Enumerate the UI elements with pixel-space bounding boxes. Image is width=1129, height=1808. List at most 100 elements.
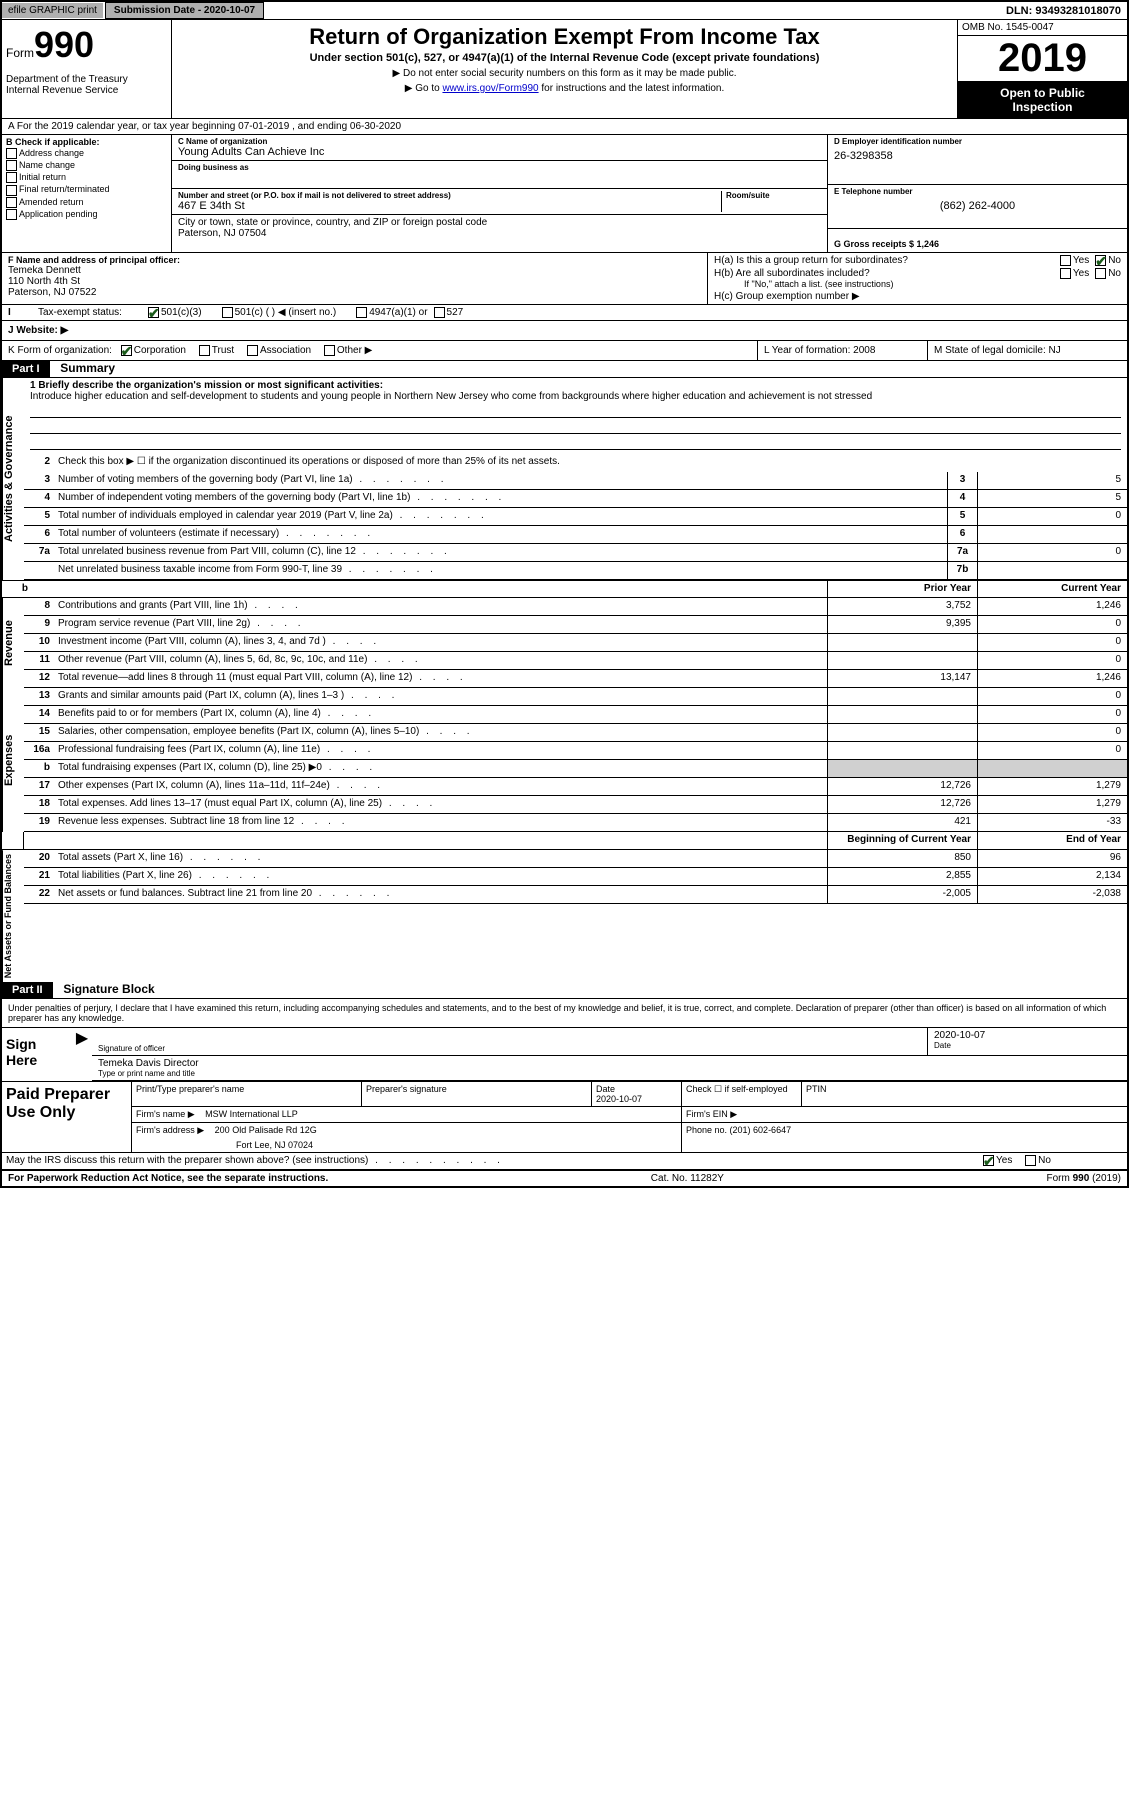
row-a-tax-year: A For the 2019 calendar year, or tax yea… — [2, 119, 1127, 135]
street-box: Number and street (or P.O. box if mail i… — [172, 189, 827, 215]
paid-preparer-row: Paid Preparer Use Only Print/Type prepar… — [2, 1081, 1127, 1152]
activities-governance-section: Activities & Governance 1 Briefly descri… — [2, 378, 1127, 580]
dba-box: Doing business as — [172, 161, 827, 189]
column-header-row-2: Beginning of Current Year End of Year — [2, 832, 1127, 850]
chk-501c3[interactable] — [148, 307, 159, 318]
table-row: 19Revenue less expenses. Subtract line 1… — [24, 814, 1127, 832]
preparer-line-2: Firm's name ▶ MSW International LLP Firm… — [132, 1107, 1127, 1123]
name-label: C Name of organization — [178, 137, 821, 146]
footer-cat-no: Cat. No. 11282Y — [328, 1173, 1046, 1184]
chk-trust[interactable] — [199, 345, 210, 356]
expenses-section: Expenses 13Grants and similar amounts pa… — [2, 688, 1127, 832]
hc-label: H(c) Group exemption number ▶ — [714, 291, 1121, 302]
chk-corporation[interactable] — [121, 345, 132, 356]
officer-label: F Name and address of principal officer: — [8, 255, 701, 265]
footer-form-year: Form 990 (2019) — [1047, 1173, 1122, 1184]
chk-final-return[interactable]: Final return/terminated — [6, 184, 167, 195]
submission-date-button[interactable]: Submission Date - 2020-10-07 — [105, 2, 264, 19]
form-number: Form990 — [6, 24, 167, 66]
table-row: 4Number of independent voting members of… — [24, 490, 1127, 508]
header-right: OMB No. 1545-0047 2019 Open to Public In… — [957, 20, 1127, 118]
officer-name-value: Temeka Davis Director — [98, 1058, 1121, 1069]
footer-row: For Paperwork Reduction Act Notice, see … — [2, 1170, 1127, 1186]
sign-date-label: Date — [934, 1041, 1121, 1050]
firm-ein-label: Firm's EIN ▶ — [682, 1107, 1127, 1122]
open-line-1: Open to Public — [962, 86, 1123, 100]
chk-association[interactable] — [247, 345, 258, 356]
preparer-line-3: Firm's address ▶ 200 Old Palisade Rd 12G… — [132, 1123, 1127, 1152]
sign-arrow-icon: ▶ — [72, 1028, 92, 1081]
omb-number: OMB No. 1545-0047 — [958, 20, 1127, 36]
column-f-officer: F Name and address of principal officer:… — [2, 253, 707, 304]
dba-label: Doing business as — [178, 163, 821, 172]
hb-no-checkbox[interactable] — [1095, 268, 1106, 279]
ha-no-checkbox[interactable] — [1095, 255, 1106, 266]
chk-other[interactable] — [324, 345, 335, 356]
instr2-post: for instructions and the latest informat… — [539, 83, 725, 94]
city-box: City or town, state or province, country… — [172, 215, 827, 241]
header-row: Form990 Department of the Treasury Inter… — [2, 20, 1127, 119]
hb-yes-checkbox[interactable] — [1060, 268, 1071, 279]
table-row: 7aTotal unrelated business revenue from … — [24, 544, 1127, 562]
chk-527[interactable] — [434, 307, 445, 318]
hb-label: H(b) Are all subordinates included? — [714, 268, 1060, 279]
section-fh: F Name and address of principal officer:… — [2, 253, 1127, 305]
officer-name-label: Type or print name and title — [98, 1069, 1121, 1078]
end-year-header: End of Year — [977, 832, 1127, 849]
table-row: 20Total assets (Part X, line 16) . . . .… — [24, 850, 1127, 868]
firm-phone: Phone no. (201) 602-6647 — [682, 1123, 1127, 1152]
tax-status-label: Tax-exempt status: — [38, 307, 148, 318]
chk-address-change[interactable]: Address change — [6, 148, 167, 159]
tax-exempt-row: I Tax-exempt status: 501(c)(3) 501(c) ( … — [2, 305, 1127, 321]
ein-label: D Employer identification number — [834, 137, 1121, 146]
table-row: 21Total liabilities (Part X, line 26) . … — [24, 868, 1127, 886]
form-990-number: 990 — [34, 24, 94, 65]
blank-line-3 — [30, 436, 1121, 450]
street-value: 467 E 34th St — [178, 200, 721, 212]
chk-application-pending[interactable]: Application pending — [6, 209, 167, 220]
revenue-section: Revenue 8Contributions and grants (Part … — [2, 598, 1127, 688]
irs-link[interactable]: www.irs.gov/Form990 — [442, 83, 538, 94]
sign-here-label: Sign Here — [2, 1028, 72, 1081]
part-2-header-row: Part II Signature Block — [2, 982, 1127, 999]
prep-self-employed: Check ☐ if self-employed — [682, 1082, 802, 1106]
chk-amended-return[interactable]: Amended return — [6, 197, 167, 208]
mission-label: 1 Briefly describe the organization's mi… — [30, 380, 1121, 391]
city-label: City or town, state or province, country… — [178, 217, 821, 228]
blank-line-1 — [30, 404, 1121, 418]
paid-preparer-label: Paid Preparer Use Only — [2, 1082, 132, 1152]
ein-value: 26-3298358 — [834, 150, 1121, 162]
gross-label: G Gross receipts $ 1,246 — [834, 239, 939, 249]
tax-year: 2019 — [958, 36, 1127, 82]
chk-4947[interactable] — [356, 307, 367, 318]
discuss-row: May the IRS discuss this return with the… — [2, 1152, 1127, 1170]
table-row: Net unrelated business taxable income fr… — [24, 562, 1127, 580]
instruction-1: ▶ Do not enter social security numbers o… — [176, 68, 953, 79]
signature-field[interactable]: Signature of officer — [92, 1028, 927, 1056]
part-1-badge: Part I — [2, 361, 50, 377]
open-to-public: Open to Public Inspection — [958, 82, 1127, 118]
column-c-org-info: C Name of organization Young Adults Can … — [172, 135, 827, 252]
form-subtitle: Under section 501(c), 527, or 4947(a)(1)… — [176, 52, 953, 64]
table-row: 18Total expenses. Add lines 13–17 (must … — [24, 796, 1127, 814]
table-row: bTotal fundraising expenses (Part IX, co… — [24, 760, 1127, 778]
discuss-no-checkbox[interactable] — [1025, 1155, 1036, 1166]
instruction-2: ▶ Go to www.irs.gov/Form990 for instruct… — [176, 83, 953, 94]
prep-name-label: Print/Type preparer's name — [132, 1082, 362, 1106]
beginning-year-header: Beginning of Current Year — [827, 832, 977, 849]
chk-501c[interactable] — [222, 307, 233, 318]
ha-yes-checkbox[interactable] — [1060, 255, 1071, 266]
officer-name-field: Temeka Davis Director Type or print name… — [92, 1056, 1127, 1081]
column-l-year: L Year of formation: 2008 — [757, 341, 927, 360]
org-name: Young Adults Can Achieve Inc — [178, 146, 821, 158]
form-title: Return of Organization Exempt From Incom… — [176, 24, 953, 50]
side-label-net-assets: Net Assets or Fund Balances — [2, 850, 24, 982]
discuss-yes-checkbox[interactable] — [983, 1155, 994, 1166]
chk-name-change[interactable]: Name change — [6, 160, 167, 171]
street-label: Number and street (or P.O. box if mail i… — [178, 191, 721, 200]
prep-sig-label: Preparer's signature — [362, 1082, 592, 1106]
chk-initial-return[interactable]: Initial return — [6, 172, 167, 183]
col-b-title: B Check if applicable: — [6, 137, 167, 147]
net-assets-section: Net Assets or Fund Balances 20Total asse… — [2, 850, 1127, 982]
phone-box: E Telephone number (862) 262-4000 — [828, 185, 1127, 229]
